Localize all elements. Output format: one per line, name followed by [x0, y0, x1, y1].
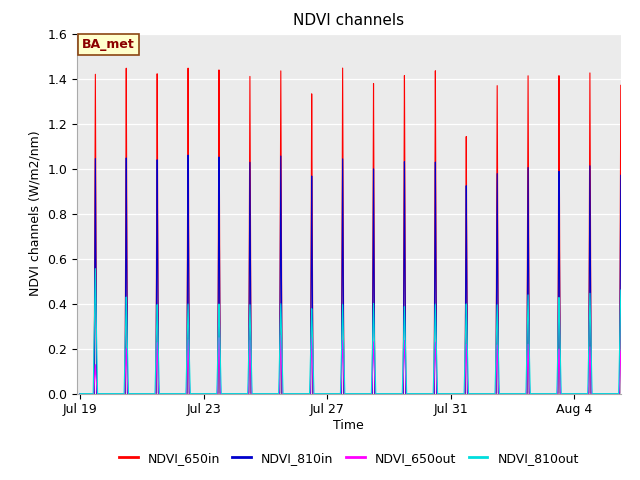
Y-axis label: NDVI channels (W/m2/nm): NDVI channels (W/m2/nm)	[29, 131, 42, 297]
Text: BA_met: BA_met	[82, 38, 135, 51]
Title: NDVI channels: NDVI channels	[293, 13, 404, 28]
Legend: NDVI_650in, NDVI_810in, NDVI_650out, NDVI_810out: NDVI_650in, NDVI_810in, NDVI_650out, NDV…	[114, 447, 584, 469]
X-axis label: Time: Time	[333, 419, 364, 432]
